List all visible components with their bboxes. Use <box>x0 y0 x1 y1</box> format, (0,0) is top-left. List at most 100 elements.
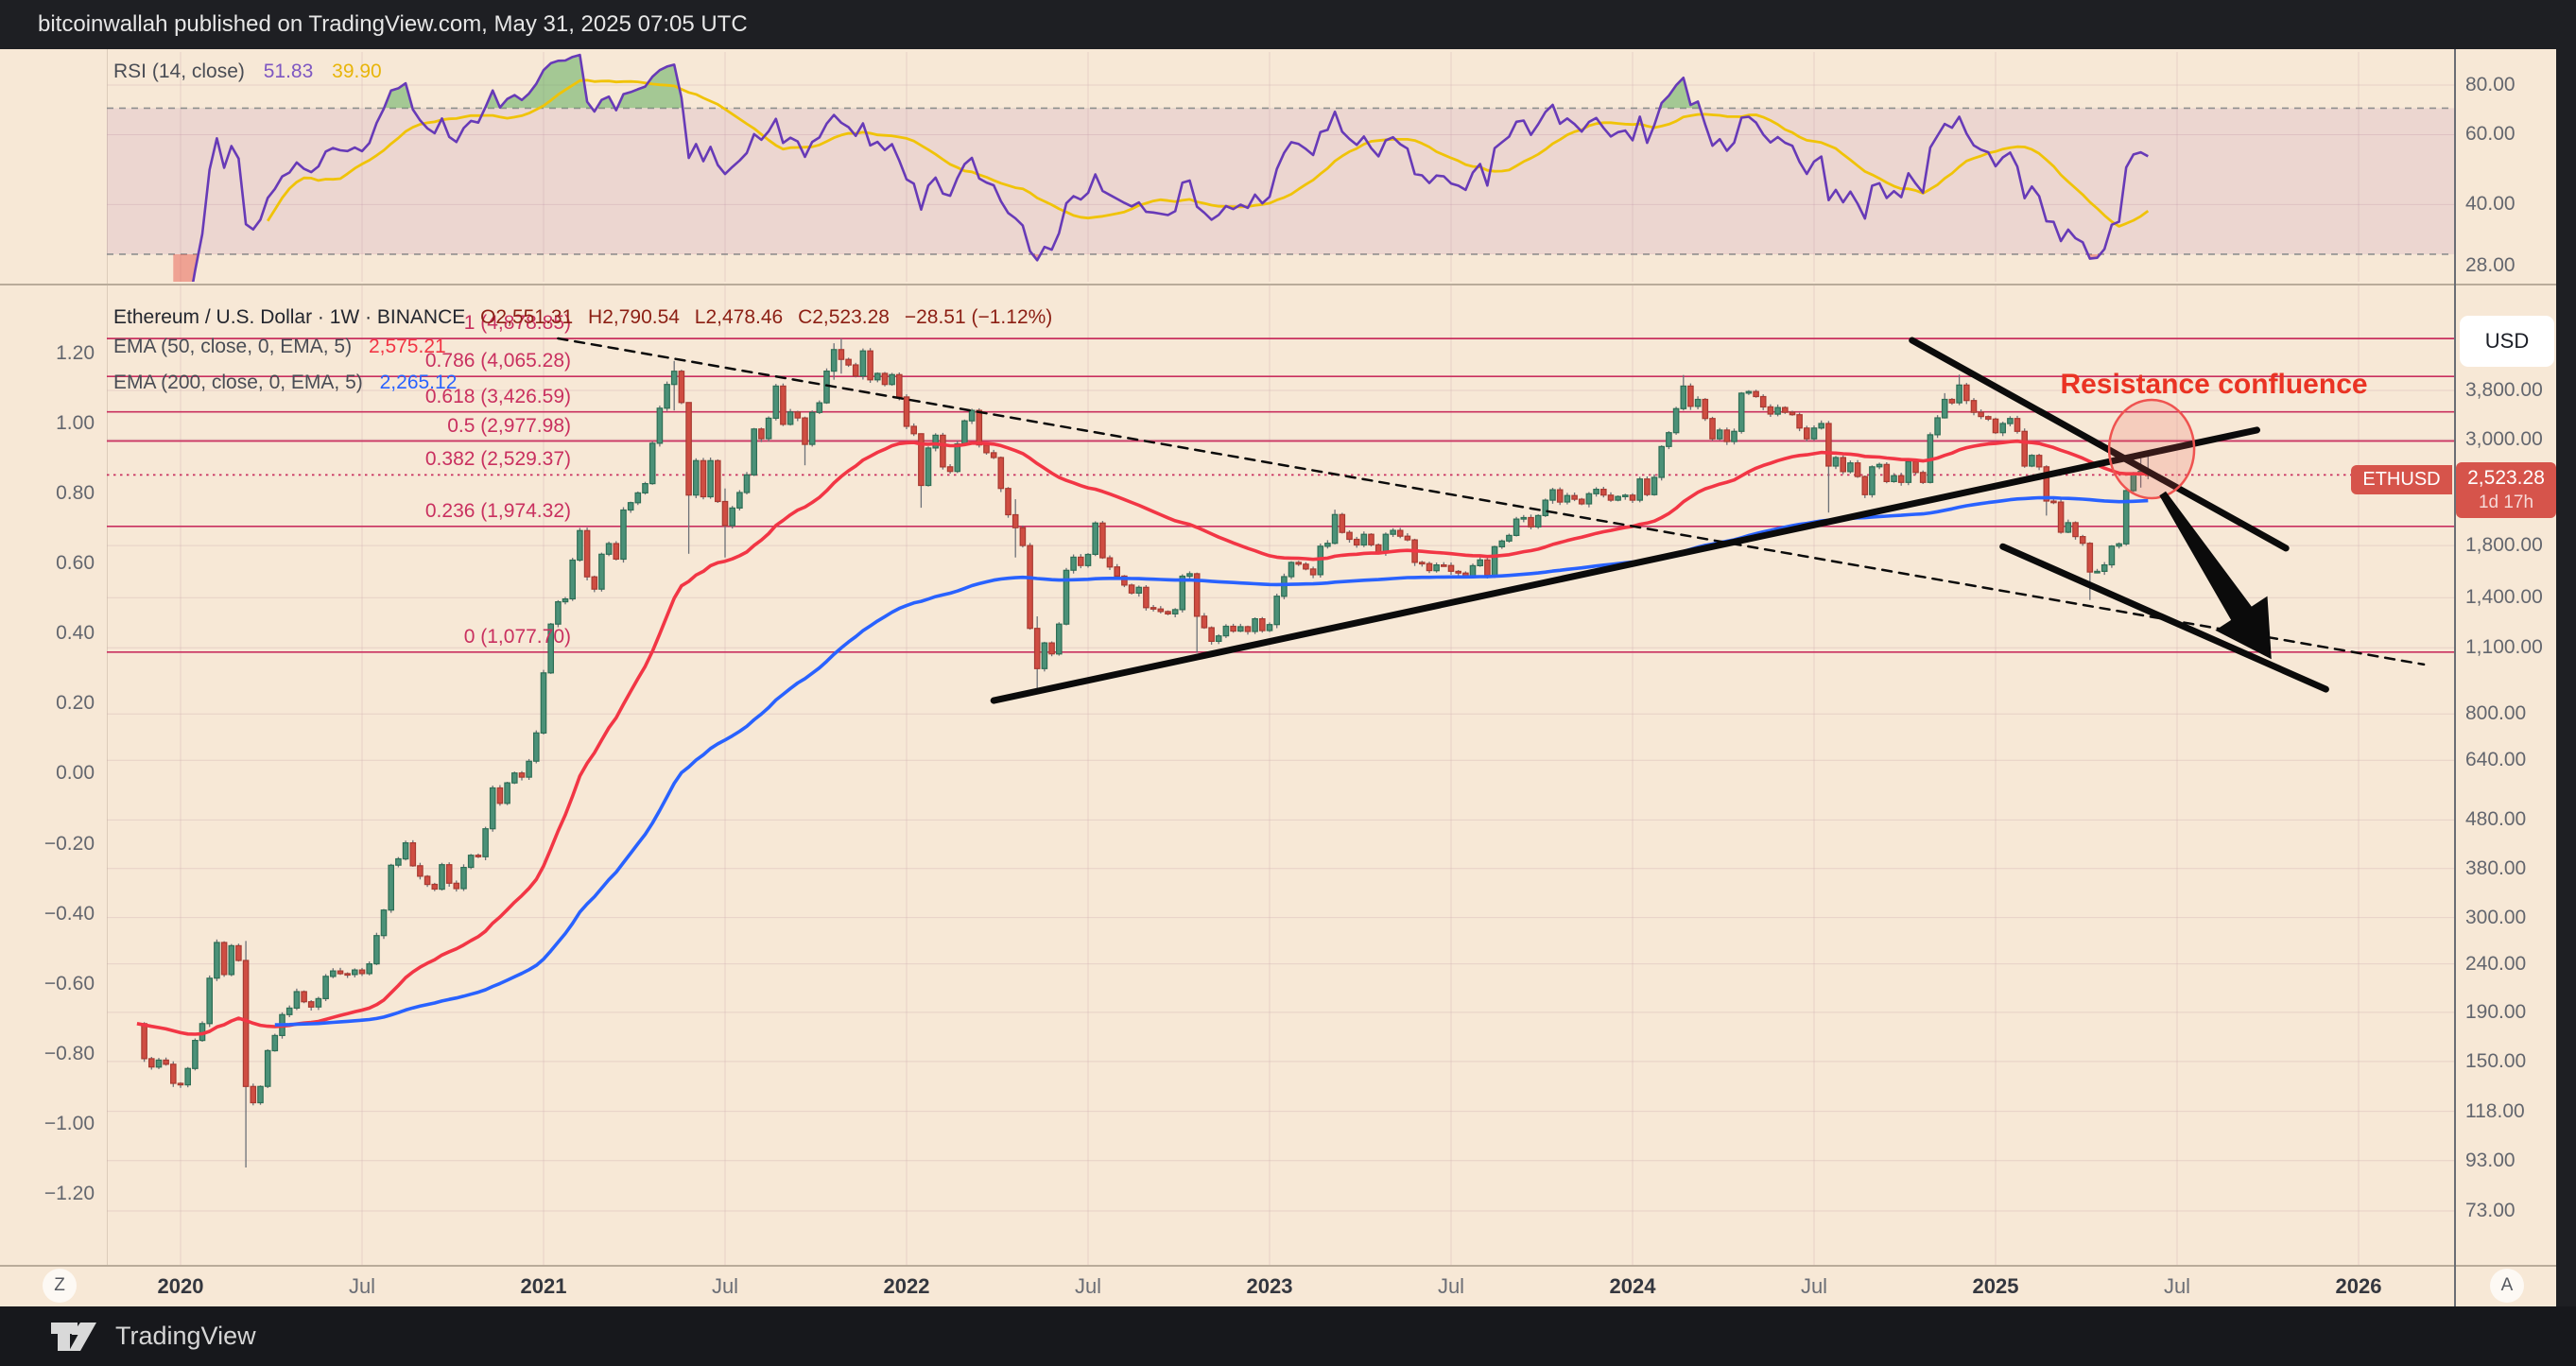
fib-level-label[interactable]: 0.236 (1,974.32) <box>424 500 571 522</box>
fib-level-label[interactable]: 1 (4,878.85) <box>463 312 571 334</box>
left-scale-tick: 0.00 <box>56 762 95 784</box>
price-tick[interactable]: 1,400.00 <box>2465 586 2543 608</box>
trendline-descending-resistance-1 <box>1909 337 2290 552</box>
last-price-badge: 2,523.28 1d 17h <box>2456 462 2556 518</box>
rsi-tick[interactable]: 60.00 <box>2465 123 2515 145</box>
candles <box>141 338 2152 1167</box>
close-value: C2,523.28 <box>798 306 890 328</box>
fib-level-label[interactable]: 0.5 (2,977.98) <box>447 415 571 437</box>
publish-header-bar: bitcoinwallah published on TradingView.c… <box>0 0 2576 49</box>
ema200-line <box>274 495 2149 1027</box>
price-tick[interactable]: 800.00 <box>2465 702 2527 724</box>
symbol-title: Ethereum / U.S. Dollar · 1W · BINANCE <box>113 306 466 328</box>
ema50-legend[interactable]: EMA (50, close, 0, EMA, 5) 2,575.21 <box>113 336 446 358</box>
rsi-ma-line <box>267 78 2150 228</box>
left-scale-tick: 1.20 <box>56 342 95 364</box>
resistance-confluence-annotation[interactable]: Resistance confluence <box>2060 369 2368 400</box>
time-tick[interactable]: Jul <box>711 1274 739 1298</box>
time-tick[interactable]: Jul <box>1437 1274 1465 1298</box>
price-tick[interactable]: 640.00 <box>2465 749 2527 770</box>
time-tick[interactable]: 2023 <box>1246 1274 1293 1298</box>
usd-scale-button[interactable]: USD <box>2460 316 2554 367</box>
price-tick[interactable]: 1,800.00 <box>2465 534 2543 556</box>
time-tick[interactable]: 2022 <box>883 1274 930 1298</box>
price-tick[interactable]: 190.00 <box>2465 1001 2527 1023</box>
price-tick[interactable]: 3,800.00 <box>2465 379 2543 401</box>
fib-level-label[interactable]: 0.786 (4,065.28) <box>424 350 571 372</box>
time-tick[interactable]: Jul <box>1074 1274 1102 1298</box>
high-value: H2,790.54 <box>588 306 680 328</box>
footer-bar: TradingView <box>0 1306 2576 1366</box>
time-tick[interactable]: 2024 <box>1609 1274 1656 1298</box>
time-tick[interactable]: 2026 <box>2335 1274 2382 1298</box>
left-scale-tick: 0.40 <box>56 622 95 644</box>
fib-level-label[interactable]: 0.382 (2,529.37) <box>424 448 571 470</box>
rsi-tick[interactable]: 40.00 <box>2465 193 2515 215</box>
price-tick[interactable]: 300.00 <box>2465 907 2527 928</box>
left-scale-tick: −0.60 <box>43 973 95 994</box>
price-tick[interactable]: 93.00 <box>2465 1150 2515 1171</box>
ema200-legend[interactable]: EMA (200, close, 0, EMA, 5) 2,265.12 <box>113 372 457 394</box>
time-tick[interactable]: Jul <box>2163 1274 2191 1298</box>
left-scale-tick: −0.20 <box>43 833 95 855</box>
left-scale-tick: −0.40 <box>43 903 95 925</box>
price-tick[interactable]: 480.00 <box>2465 808 2527 830</box>
tradingview-logo-icon[interactable] <box>49 1320 100 1354</box>
price-tick[interactable]: 3,000.00 <box>2465 428 2543 450</box>
change-value: −28.51 (−1.12%) <box>904 306 1053 328</box>
ema50-label: EMA (50, close, 0, EMA, 5) <box>113 336 353 357</box>
trendline-descending-dashed <box>557 337 2426 666</box>
rsi-value: 51.83 <box>263 61 314 82</box>
rsi-tick[interactable]: 28.00 <box>2465 254 2515 276</box>
fib-level-label[interactable]: 0.618 (3,426.59) <box>424 386 571 407</box>
rsi-tick[interactable]: 80.00 <box>2465 74 2515 95</box>
ema50-value: 2,575.21 <box>368 336 446 357</box>
brand-name[interactable]: TradingView <box>115 1322 256 1350</box>
price-tick[interactable]: 240.00 <box>2465 953 2527 975</box>
rsi-ma-value: 39.90 <box>332 61 382 82</box>
rsi-label: RSI (14, close) <box>113 61 245 82</box>
ema50-line <box>136 439 2149 1036</box>
time-axis-border <box>0 1265 2564 1267</box>
price-tick[interactable]: 73.00 <box>2465 1200 2515 1221</box>
price-tick[interactable]: 150.00 <box>2465 1050 2527 1072</box>
pane-divider[interactable] <box>0 284 2564 285</box>
trendline-ascending-support <box>990 426 2260 704</box>
last-price: 2,523.28 <box>2467 466 2545 489</box>
time-tick[interactable]: 2025 <box>1972 1274 2019 1298</box>
fib-level-label[interactable]: 0 (1,077.70) <box>463 626 571 648</box>
timezone-button[interactable]: Z <box>43 1269 77 1303</box>
symbol-legend[interactable]: Ethereum / U.S. Dollar · 1W · BINANCE O2… <box>113 306 1052 329</box>
rsi-line <box>191 53 2149 282</box>
gridlines <box>107 52 2454 1265</box>
price-tick[interactable]: 118.00 <box>2465 1100 2525 1122</box>
time-tick[interactable]: Jul <box>348 1274 376 1298</box>
price-tick[interactable]: 1,100.00 <box>2465 636 2543 658</box>
left-scale-tick: −1.00 <box>43 1113 95 1134</box>
bar-countdown: 1d 17h <box>2478 492 2534 512</box>
time-tick[interactable]: 2021 <box>520 1274 567 1298</box>
left-scale-tick: −0.80 <box>43 1043 95 1064</box>
time-tick[interactable]: Jul <box>1800 1274 1828 1298</box>
ema200-label: EMA (200, close, 0, EMA, 5) <box>113 372 363 393</box>
highlight-circle <box>2107 398 2196 500</box>
rsi-band <box>107 108 2454 255</box>
time-tick[interactable]: 2020 <box>157 1274 204 1298</box>
left-scale-tick: 0.60 <box>56 552 95 574</box>
plot-left-border <box>107 49 108 1265</box>
left-scale-tick: −1.20 <box>43 1183 95 1204</box>
low-value: L2,478.46 <box>694 306 784 328</box>
auto-scale-button[interactable]: A <box>2490 1269 2524 1303</box>
right-margin <box>2556 49 2576 1306</box>
up-candles <box>155 349 2144 1104</box>
open-value: O2,551.31 <box>480 306 574 328</box>
price-axis-border[interactable] <box>2454 49 2456 1306</box>
rsi-legend[interactable]: RSI (14, close) 51.83 39.90 <box>113 61 382 83</box>
projection-arrow <box>2159 491 2272 660</box>
price-tick[interactable]: 380.00 <box>2465 857 2527 879</box>
publish-line: bitcoinwallah published on TradingView.c… <box>38 11 748 37</box>
left-scale-tick: 0.20 <box>56 692 95 714</box>
left-scale-tick: 1.00 <box>56 412 95 434</box>
